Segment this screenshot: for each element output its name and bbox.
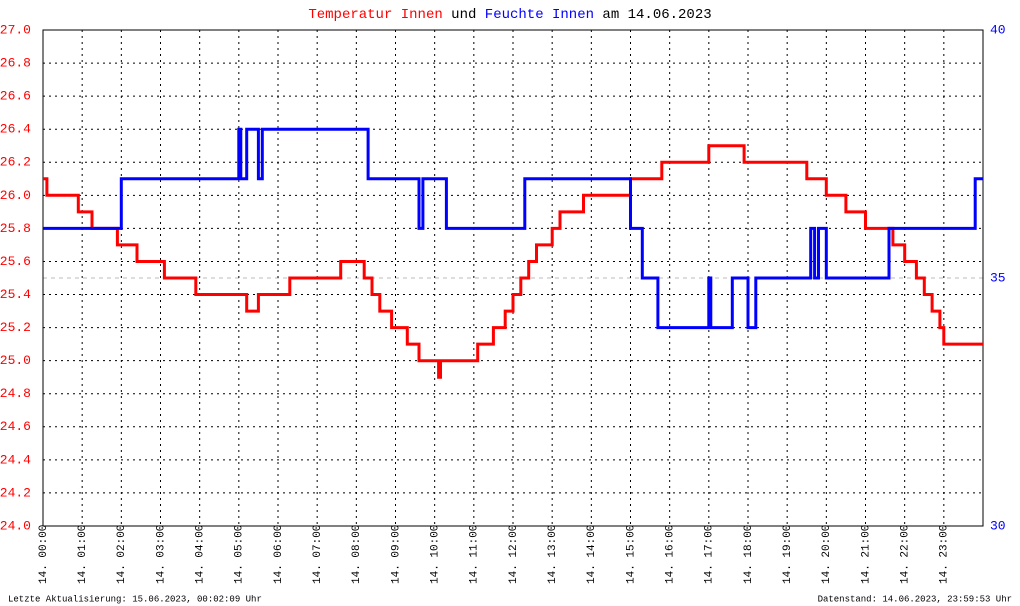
y-tick-label: 24.8 <box>0 386 31 401</box>
footer-left: Letzte Aktualisierung: 15.06.2023, 00:02… <box>8 594 262 604</box>
x-tick-label: 14. 04:00 <box>195 525 207 584</box>
x-tick-label: 14. 15:00 <box>625 525 637 584</box>
y-tick-label: 24.0 <box>0 518 31 533</box>
y-tick-label: 26.8 <box>0 56 31 71</box>
x-tick-label: 14. 20:00 <box>821 525 833 584</box>
y-tick-label: 26.0 <box>0 188 31 203</box>
y-tick-label: 25.6 <box>0 254 31 269</box>
x-tick-label: 14. 06:00 <box>273 525 285 584</box>
y-tick-label: 24.6 <box>0 419 31 434</box>
chart-title: Temperatur Innen und Feuchte Innen am 14… <box>308 7 711 23</box>
x-tick-label: 14. 17:00 <box>704 525 716 584</box>
x-tick-label: 14. 08:00 <box>351 525 363 584</box>
y-tick-label: 25.0 <box>0 353 31 368</box>
x-tick-label: 14. 16:00 <box>665 525 677 584</box>
y-tick-label: 25.4 <box>0 287 31 302</box>
y-tick-label: 24.2 <box>0 485 31 500</box>
y2-tick-label: 30 <box>990 518 1006 533</box>
plot-frame <box>42 29 984 527</box>
x-tick-label: 14. 23:00 <box>939 525 951 584</box>
x-tick-label: 14. 01:00 <box>77 525 89 584</box>
y2-tick-label: 40 <box>990 22 1006 37</box>
x-tick-label: 14. 14:00 <box>586 525 598 584</box>
title-part: und <box>451 7 476 23</box>
x-tick-label: 14. 10:00 <box>430 525 442 584</box>
title-part: am 14.06.2023 <box>602 7 711 23</box>
x-tick-label: 14. 22:00 <box>900 525 912 584</box>
x-tick-label: 14. 18:00 <box>743 525 755 584</box>
footer-right: Datenstand: 14.06.2023, 23:59:53 Uhr <box>818 594 1012 604</box>
title-part: Temperatur Innen <box>308 7 442 23</box>
y-tick-label: 27.0 <box>0 22 31 37</box>
y-tick-label: 26.6 <box>0 89 31 104</box>
x-tick-label: 14. 13:00 <box>547 525 559 584</box>
x-tick-label: 14. 00:00 <box>38 525 50 584</box>
x-tick-label: 14. 07:00 <box>312 525 324 584</box>
x-tick-label: 14. 19:00 <box>782 525 794 584</box>
title-part: Feuchte Innen <box>485 7 594 23</box>
y-tick-label: 24.4 <box>0 452 31 467</box>
x-tick-label: 14. 03:00 <box>155 525 167 584</box>
series-line <box>43 127 983 330</box>
series-line <box>43 144 983 379</box>
x-tick-label: 14. 05:00 <box>234 525 246 584</box>
y2-tick-label: 35 <box>990 270 1006 285</box>
x-tick-label: 14. 21:00 <box>860 525 872 584</box>
x-tick-label: 14. 09:00 <box>390 525 402 584</box>
y-tick-label: 25.8 <box>0 221 31 236</box>
y-tick-label: 26.4 <box>0 122 31 137</box>
x-tick-label: 14. 02:00 <box>116 525 128 584</box>
y-tick-label: 25.2 <box>0 320 31 335</box>
y-tick-label: 26.2 <box>0 155 31 170</box>
x-tick-label: 14. 11:00 <box>469 525 481 584</box>
x-tick-label: 14. 12:00 <box>508 525 520 584</box>
